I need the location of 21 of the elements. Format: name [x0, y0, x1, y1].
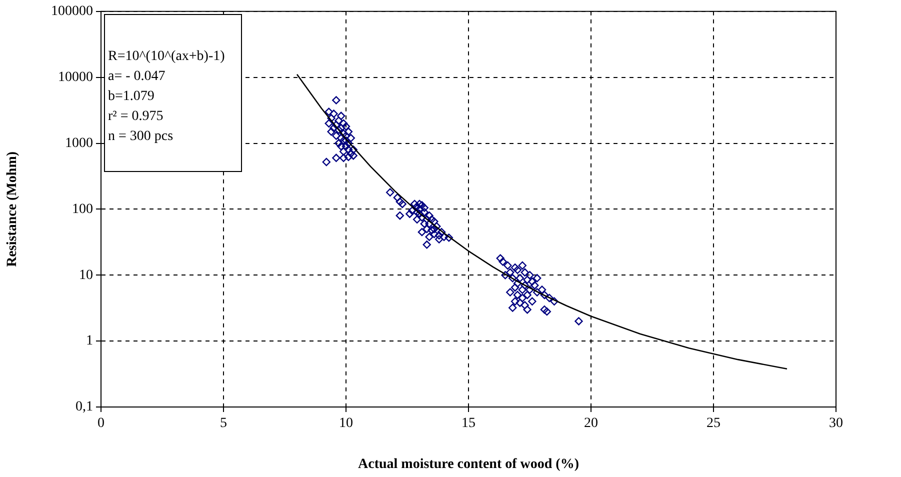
x-tick-label: 30	[829, 416, 843, 432]
annotation: n = 300 pcs	[108, 128, 174, 146]
annotation: R=10^(10^(ax+b)-1)	[108, 48, 225, 66]
x-tick-label: 20	[584, 416, 598, 432]
y-tick-label: 10000	[58, 70, 93, 86]
x-tick-label: 25	[706, 416, 720, 432]
y-tick-label: 1000	[65, 136, 93, 151]
y-tick-label: 1	[86, 334, 93, 349]
y-tick-label: 100000	[51, 4, 93, 20]
x-tick-label: 0	[98, 416, 104, 432]
annotation: a= - 0.047	[108, 68, 166, 86]
annotation: r² = 0.975	[108, 108, 164, 126]
annotation: b=1.079	[108, 88, 156, 106]
y-axis-title: Resistance (Mohm)	[5, 151, 20, 267]
x-tick-label: 5	[220, 416, 227, 432]
y-tick-label: 10	[79, 268, 93, 283]
x-axis-title: Actual moisture content of wood (%)	[358, 457, 580, 472]
y-tick-label: 100	[72, 202, 93, 217]
x-tick-label: 15	[462, 416, 476, 432]
y-tick-label: 0,1	[76, 400, 93, 415]
x-tick-label: 10	[339, 416, 353, 432]
